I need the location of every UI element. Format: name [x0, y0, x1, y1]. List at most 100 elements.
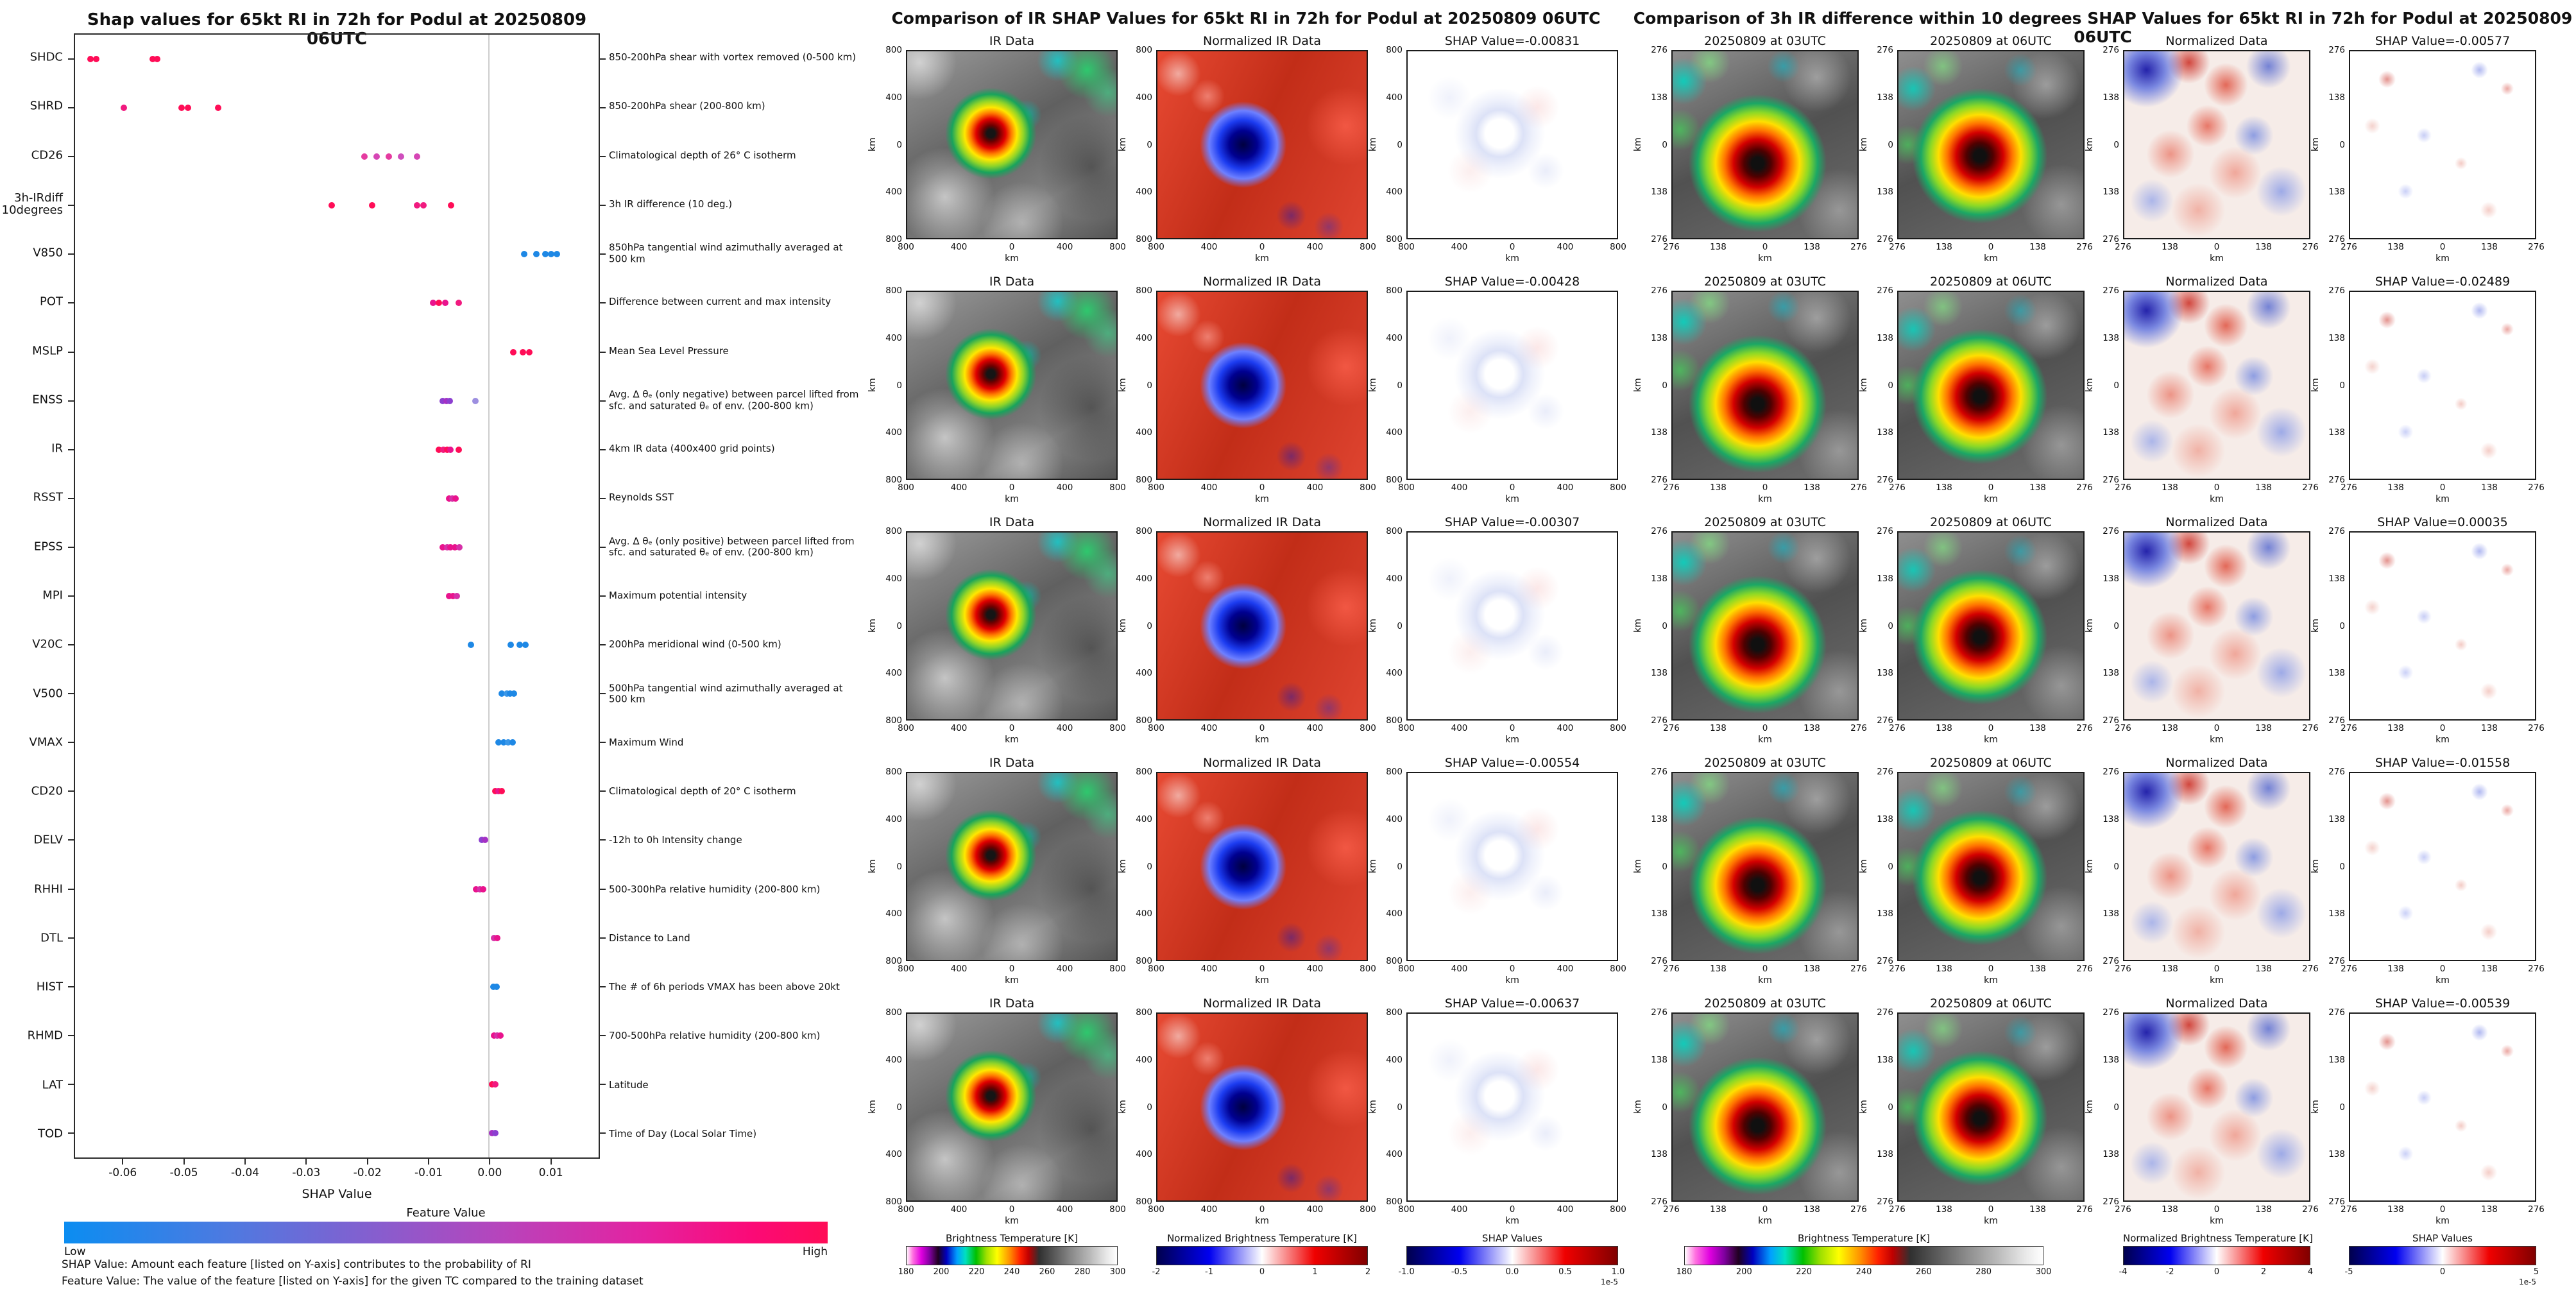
x-tick-label: 0 — [1762, 964, 1768, 974]
feature-description: 500hPa tangential wind azimuthally avera… — [609, 681, 843, 705]
x-tick-labels: 276 138 0 138 276 — [1663, 721, 1867, 735]
x-tick-label: 400 — [1557, 964, 1574, 974]
y-tick-label: 0 — [2339, 139, 2345, 150]
satellite-map-ndiff — [2123, 772, 2310, 961]
x-tick-label: 276 — [1663, 482, 1680, 493]
shap-point — [542, 251, 549, 258]
feature-description: 3h IR difference (10 deg.) — [609, 198, 733, 210]
map-cell-r3-c2: Normalized IR Data km 800 400 0 400 800 800 400 0… — [1118, 515, 1376, 746]
y-tick-mark — [600, 595, 606, 597]
satellite-map-ndiff — [2123, 1012, 2310, 1202]
x-tick-labels: 800 400 0 400 800 — [1398, 1202, 1626, 1216]
y-tick-label: 400 — [885, 909, 902, 919]
colorbar-tick: 5 — [2533, 1267, 2539, 1277]
x-axis-label: km — [2210, 253, 2224, 264]
y-tick-label: 138 — [2103, 909, 2119, 919]
y-tick-mark — [600, 839, 606, 841]
y-tick-labels: 276 138 0 138 276 — [1646, 286, 1671, 485]
shap-x-ticks: -0.06 -0.05 -0.04 -0.03 -0.02 -0.01 0.00 0.01 — [74, 1159, 600, 1182]
map-cell-r2-c3: Normalized Data km 276 138 0 138 276 276 138 0 138… — [2085, 274, 2319, 506]
x-axis-label: km — [2210, 1216, 2224, 1226]
shap-point — [178, 105, 185, 112]
x-tick-label: 0 — [2213, 723, 2220, 733]
map-title: 20250809 at 06UTC — [1930, 275, 2052, 289]
y-tick-mark — [600, 546, 606, 548]
y-tick-mark — [600, 644, 606, 646]
feature-description: Difference between current and max inten… — [609, 296, 832, 308]
x-tick-label: 400 — [950, 723, 968, 733]
satellite-map-ir — [906, 291, 1118, 480]
satellite-map-shapr — [2349, 772, 2536, 961]
x-tick-label: 276 — [2528, 1204, 2545, 1215]
x-tick: 0.00 — [477, 1159, 502, 1179]
y-tick-label: 276 — [2328, 475, 2345, 485]
y-tick-label: 400 — [1136, 909, 1152, 919]
x-tick-label: 400 — [1451, 964, 1468, 974]
x-tick-label: 0 — [1762, 242, 1768, 252]
x-tick-label: 138 — [2387, 964, 2404, 974]
x-tick: -0.01 — [414, 1159, 443, 1179]
y-tick-label: 276 — [1877, 1197, 1893, 1207]
x-axis-label: km — [2435, 253, 2450, 264]
map-title: Normalized Data — [2165, 756, 2268, 770]
feature-label: SHDC — [30, 50, 63, 64]
y-tick-label: 400 — [1136, 573, 1152, 584]
x-tick-label: 400 — [950, 482, 968, 493]
x-tick-label: 400 — [950, 242, 968, 252]
x-tick-label: 276 — [2302, 482, 2319, 493]
map-row-5: IR Data km 800 400 0 400 800 800 400 0 400 800 km Nor… — [867, 996, 1626, 1227]
x-tick-label: 0 — [1009, 482, 1015, 493]
y-tick-label: 400 — [1386, 668, 1403, 679]
colorbar-ticks: -2 -1 0 1 2 — [1152, 1265, 1371, 1277]
map-title: Normalized IR Data — [1203, 996, 1321, 1011]
x-axis-label: km — [1758, 1216, 1772, 1226]
x-tick-labels: 800 400 0 400 800 — [1148, 239, 1376, 253]
map-cell-r3-c1: 20250809 at 03UTC km 276 138 0 138 276 276 138 0 1… — [1633, 515, 1867, 746]
y-tick-label: 276 — [1651, 1197, 1668, 1207]
y-tick-label: 0 — [2113, 1102, 2119, 1113]
x-tick-label: 400 — [1557, 1204, 1574, 1215]
y-tick-label: 0 — [1888, 139, 1893, 150]
y-tick-mark — [600, 58, 606, 60]
y-axis-label: km — [1633, 859, 1643, 874]
feature-description: 200hPa meridional wind (0-500 km) — [609, 638, 781, 651]
y-tick-label: 0 — [2113, 139, 2119, 150]
x-tick-label: 400 — [1306, 1204, 1324, 1215]
y-tick-label: 800 — [1136, 286, 1152, 296]
y-tick-labels: 276 138 0 138 276 — [2323, 1007, 2349, 1207]
y-tick-label: 0 — [1888, 380, 1893, 391]
x-tick-label: 138 — [2029, 482, 2046, 493]
shap-value-title: SHAP Value=-0.00428 — [1444, 275, 1580, 289]
x-tick-mark — [366, 1159, 368, 1165]
y-tick-label: 276 — [1651, 475, 1668, 485]
y-tick-label: 0 — [2339, 861, 2345, 872]
x-tick-label: 276 — [2302, 723, 2319, 733]
feature-labels: SHDC SHRD CD26 3h-IRdiff 10degrees V850 POT MS… — [0, 33, 63, 1159]
x-tick-label: 276 — [2302, 964, 2319, 974]
y-tick-label: 276 — [2103, 1197, 2119, 1207]
shap-value-title: SHAP Value=-0.00637 — [1444, 996, 1580, 1011]
map-title: Normalized IR Data — [1203, 515, 1321, 529]
x-tick-label: 138 — [1936, 482, 1952, 493]
map-cell-r2-c3: SHAP Value=-0.00428 km 800 400 0 400 800 800 400… — [1368, 274, 1626, 506]
shap-point — [479, 885, 486, 892]
y-tick-labels: 276 138 0 138 276 — [1872, 767, 1897, 966]
y-tick-label: 0 — [1888, 1102, 1893, 1113]
x-axis-label: km — [2435, 494, 2450, 504]
x-tick-label: 138 — [1804, 1204, 1820, 1215]
satellite-map-ir — [906, 1012, 1118, 1202]
y-tick-label: 138 — [1651, 187, 1668, 198]
x-tick-label: 138 — [2162, 1204, 2178, 1215]
feature-label: DELV — [33, 833, 63, 847]
colorbar-high-label: High — [802, 1245, 828, 1258]
colorbar-tick: 4 — [2307, 1267, 2314, 1277]
feature-description: 700-500hPa relative humidity (200-800 km… — [609, 1030, 821, 1042]
x-tick-label: 800 — [1610, 242, 1626, 252]
y-tick-mark — [68, 986, 74, 987]
y-tick-label: 276 — [1877, 475, 1893, 485]
colorbar-gradient — [906, 1246, 1118, 1265]
satellite-map-ndiff — [2123, 531, 2310, 721]
y-axis-label: km — [2085, 619, 2095, 633]
y-axis-label: km — [1859, 378, 1869, 393]
x-tick-label: 0 — [1509, 242, 1515, 252]
